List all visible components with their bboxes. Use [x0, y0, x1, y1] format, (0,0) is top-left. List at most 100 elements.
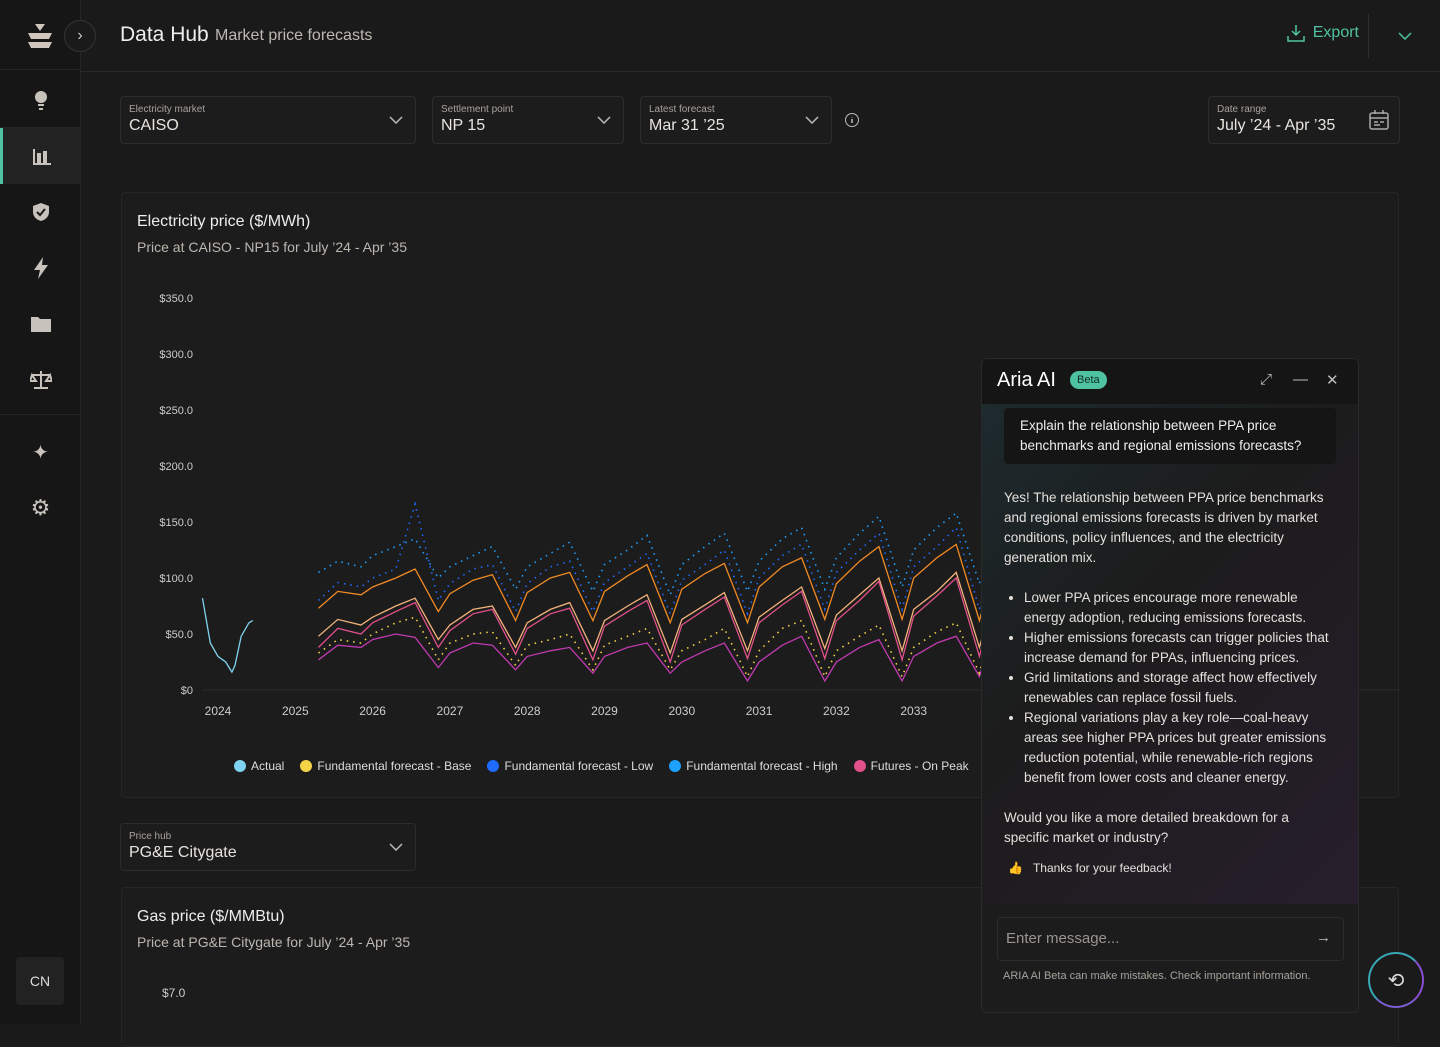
y-tick-label: $250.0 [159, 405, 193, 417]
sidebar-item-ai[interactable]: ✦ [0, 424, 81, 480]
folder-icon [30, 317, 51, 332]
input-placeholder: Enter message... [1006, 930, 1120, 947]
beta-badge: Beta [1070, 371, 1107, 389]
aria-logo-icon: ⟲ [1387, 969, 1405, 992]
card-subtitle: Price at CAISO - NP15 for July ’24 - Apr… [137, 239, 407, 255]
select-value: PG&E Citygate [129, 844, 237, 861]
legend-label: Actual [251, 759, 285, 773]
legend-dot-icon [487, 760, 500, 772]
legend-dot-icon [853, 760, 866, 772]
send-arrow-icon[interactable]: → [1316, 929, 1331, 946]
chart-legend: Actual Fundamental forecast - Base Fundame… [234, 759, 969, 773]
electricity-market-select[interactable]: Electricity market CAISO [120, 96, 416, 144]
y-tick-label: $350.0 [159, 293, 193, 305]
answer-bullet: Lower PPA prices encourage more renewabl… [1024, 588, 1336, 628]
sidebar-item-settings[interactable]: ⚙ [0, 480, 81, 536]
select-value: NP 15 [441, 117, 486, 134]
legend-dot-icon [669, 760, 682, 772]
legend-item[interactable]: Fundamental forecast - High [669, 759, 838, 773]
answer-bullet: Grid limitations and storage affect how … [1024, 668, 1336, 708]
header: Data Hub Market price forecasts Export [81, 0, 1440, 72]
sidebar-item-insights[interactable] [0, 72, 81, 128]
latest-forecast-select[interactable]: Latest forecast Mar 31 ’25 [640, 96, 832, 144]
aria-ai-panel: Aria AI Beta ⤢ — ✕ Explain the relations… [981, 358, 1359, 1013]
y-tick-label: $0 [181, 685, 193, 697]
legend-label: Fundamental forecast - Base [317, 759, 472, 773]
lightbulb-icon [34, 91, 47, 110]
select-value: Mar 31 ’25 [649, 117, 725, 134]
user-question: Explain the relationship between PPA pri… [1004, 408, 1336, 464]
message-input[interactable]: Enter message... → [997, 917, 1344, 961]
sidebar-item-energy[interactable] [0, 240, 81, 296]
legend-item[interactable]: Futures - On Peak [853, 759, 969, 773]
sidebar-item-compliance[interactable] [0, 352, 81, 408]
series-line-4 [318, 616, 992, 679]
select-label: Latest forecast [649, 104, 715, 115]
legend-label: Fundamental forecast - Low [504, 759, 654, 773]
legend-dot-icon [300, 760, 313, 772]
thumbs-up-icon[interactable]: 👍 [1008, 861, 1023, 875]
legend-dot-icon [234, 760, 246, 772]
y-tick: $7.0 [162, 986, 186, 1000]
series-line-0 [318, 543, 992, 625]
y-tick-label: $50.0 [165, 629, 193, 641]
answer-intro: Yes! The relationship between PPA price … [1004, 490, 1324, 565]
legend-item[interactable]: Fundamental forecast - Base [300, 759, 471, 773]
download-icon [1287, 25, 1305, 42]
x-tick-label: 2032 [823, 704, 850, 718]
series-actual-line [201, 598, 254, 674]
expand-icon[interactable]: ⤢ [1260, 371, 1273, 388]
page-subtitle: Market price forecasts [215, 27, 373, 44]
select-label: Settlement point [441, 104, 514, 115]
minimize-icon[interactable]: — [1293, 371, 1308, 388]
x-tick-label: 2027 [437, 704, 464, 718]
date-range-picker[interactable]: Date range July ’24 - Apr ’35 [1208, 96, 1400, 144]
disclaimer: ARIA AI Beta can make mistakes. Check im… [1003, 970, 1311, 982]
expand-sidebar-button[interactable]: › [64, 20, 96, 52]
logo[interactable] [0, 0, 81, 70]
sidebar-item-security[interactable] [0, 184, 81, 240]
shield-icon [32, 203, 49, 221]
series-line-2 [318, 576, 992, 664]
chevron-down-icon [389, 838, 403, 856]
info-icon[interactable] [844, 112, 860, 128]
x-tick-label: 2029 [591, 704, 618, 718]
legend-label: Futures - On Peak [870, 759, 969, 773]
export-label: Export [1312, 24, 1359, 41]
answer-bullet: Higher emissions forecasts can trigger p… [1024, 628, 1336, 668]
chevron-down-icon [389, 111, 403, 129]
card-title: Gas price ($/MMBtu) [137, 908, 285, 925]
sidebar-item-files[interactable] [0, 296, 81, 352]
chevron-down-icon [1397, 32, 1412, 40]
aria-ai-launcher-button[interactable]: ⟲ [1368, 952, 1424, 1008]
y-tick-label: $300.0 [159, 349, 193, 361]
calendar-icon [1369, 110, 1389, 130]
page-title: Data Hub [120, 23, 209, 46]
y-tick-label: $200.0 [159, 461, 193, 473]
legend-item[interactable]: Actual [234, 759, 284, 773]
select-value: CAISO [129, 117, 179, 134]
x-tick-label: 2028 [514, 704, 541, 718]
bar-chart-icon [33, 149, 51, 165]
export-options-button[interactable] [1368, 14, 1440, 58]
x-tick-label: 2031 [746, 704, 773, 718]
legend-item[interactable]: Fundamental forecast - Low [487, 759, 653, 773]
close-icon[interactable]: ✕ [1326, 372, 1339, 389]
balance-scale-icon [29, 371, 52, 389]
x-tick-label: 2033 [900, 704, 927, 718]
answer-followup: Would you like a more detailed breakdown… [1004, 810, 1289, 845]
sidebar-item-data-hub[interactable] [0, 128, 81, 184]
sidebar: ✦ ⚙ CN [0, 0, 81, 1024]
ai-answer: Yes! The relationship between PPA price … [1004, 488, 1336, 848]
price-hub-select[interactable]: Price hub PG&E Citygate [120, 823, 416, 871]
export-button[interactable]: Export [1287, 24, 1359, 42]
chevron-down-icon [597, 111, 611, 129]
card-title: Electricity price ($/MWh) [137, 213, 311, 230]
settlement-point-select[interactable]: Settlement point NP 15 [432, 96, 624, 144]
user-avatar[interactable]: CN [16, 957, 64, 1005]
feedback-text: Thanks for your feedback! [1032, 861, 1172, 875]
x-tick-label: 2026 [359, 704, 386, 718]
select-label: Date range [1217, 104, 1267, 115]
gear-icon: ⚙ [30, 495, 51, 520]
chevron-right-icon: › [77, 27, 83, 44]
